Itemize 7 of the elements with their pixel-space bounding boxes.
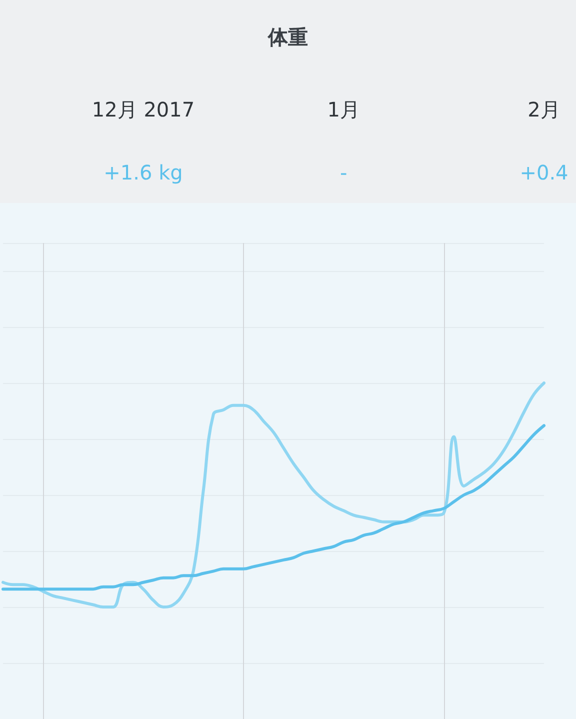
text: +0.4 — [520, 160, 568, 184]
text: +1.6 kg — [104, 160, 183, 184]
chart-title: 体重 — [267, 25, 308, 49]
x-tick-label: 1月 — [327, 98, 360, 122]
x-tick-label: 2月 — [528, 98, 560, 122]
x-tick-label: 12月 2017 — [92, 98, 195, 122]
text: - — [340, 160, 348, 184]
